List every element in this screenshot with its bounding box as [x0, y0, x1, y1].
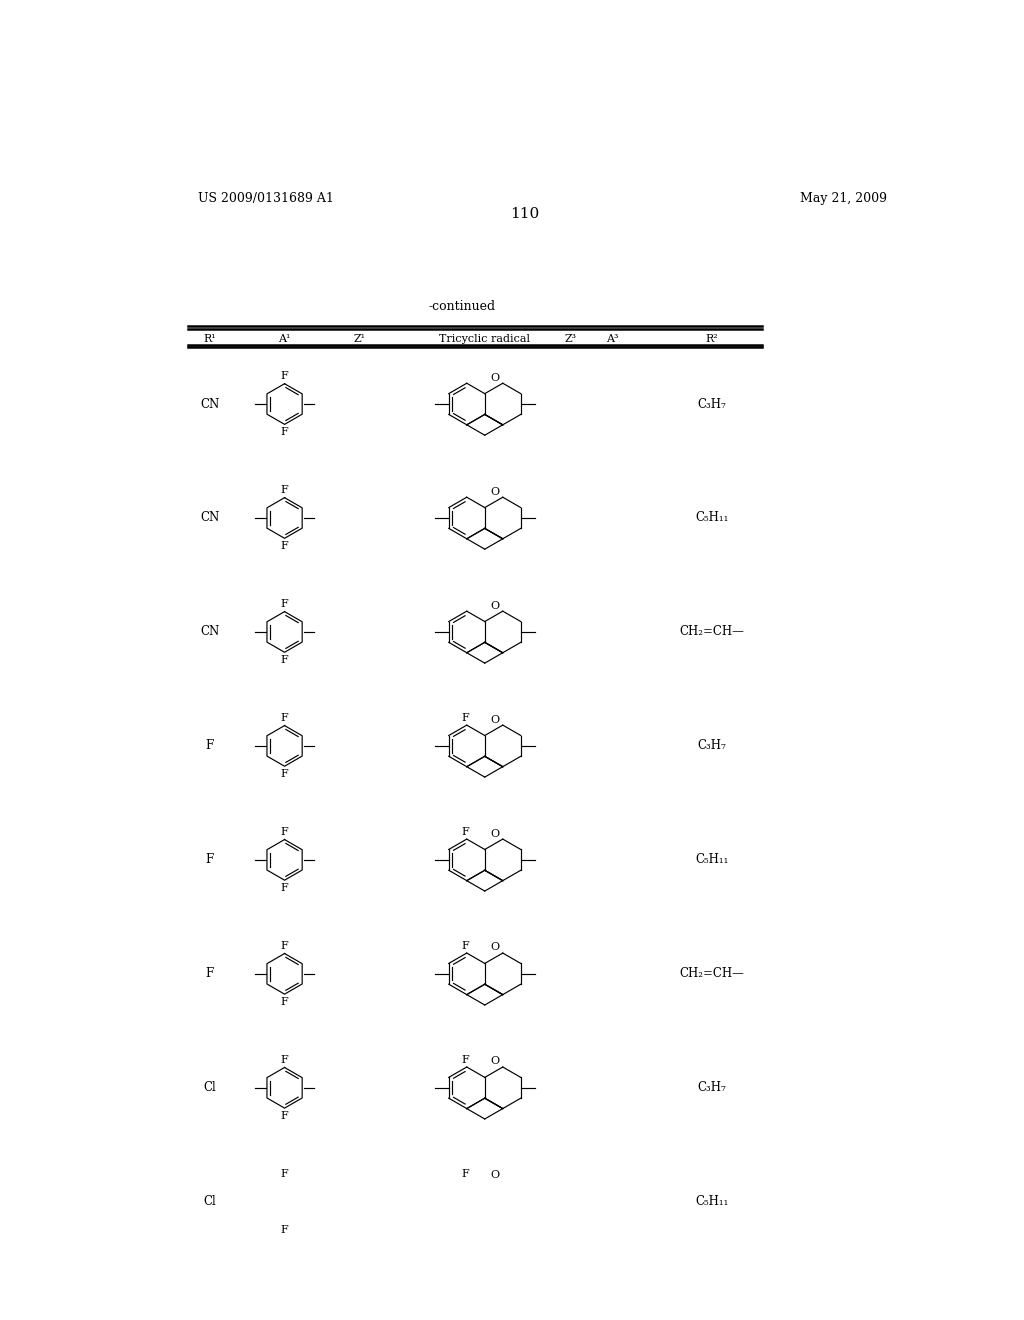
Text: F: F: [281, 883, 289, 892]
Text: F: F: [462, 1170, 469, 1179]
Text: R²: R²: [706, 334, 718, 343]
Text: C₅H₁₁: C₅H₁₁: [695, 853, 729, 866]
Text: F: F: [281, 997, 289, 1007]
Text: A¹: A¹: [279, 334, 291, 343]
Text: F: F: [462, 828, 469, 837]
Text: F: F: [462, 1055, 469, 1065]
Text: F: F: [206, 739, 214, 752]
Text: Cl: Cl: [204, 1195, 216, 1208]
Text: F: F: [281, 1110, 289, 1121]
Text: O: O: [490, 1056, 500, 1067]
Text: F: F: [206, 853, 214, 866]
Text: F: F: [281, 371, 289, 381]
Text: F: F: [281, 713, 289, 723]
Text: O: O: [490, 372, 500, 383]
Text: O: O: [490, 487, 500, 496]
Text: CN: CN: [201, 511, 219, 524]
Text: Tricyclic radical: Tricyclic radical: [439, 334, 530, 343]
Text: F: F: [281, 828, 289, 837]
Text: F: F: [281, 486, 289, 495]
Text: O: O: [490, 942, 500, 953]
Text: A³: A³: [606, 334, 618, 343]
Text: F: F: [281, 1170, 289, 1179]
Text: F: F: [281, 599, 289, 609]
Text: F: F: [462, 713, 469, 723]
Text: O: O: [490, 714, 500, 725]
Text: R¹: R¹: [204, 334, 216, 343]
Text: O: O: [490, 601, 500, 611]
Text: CH₂=CH—: CH₂=CH—: [680, 968, 744, 981]
Text: Z³: Z³: [565, 334, 578, 343]
Text: F: F: [281, 1225, 289, 1234]
Text: C₃H₇: C₃H₇: [697, 397, 726, 411]
Text: 110: 110: [510, 207, 540, 220]
Text: O: O: [490, 829, 500, 838]
Text: Cl: Cl: [204, 1081, 216, 1094]
Text: F: F: [281, 1055, 289, 1065]
Text: F: F: [281, 941, 289, 950]
Text: F: F: [281, 655, 289, 665]
Text: Z¹: Z¹: [354, 334, 366, 343]
Text: F: F: [281, 768, 289, 779]
Text: F: F: [281, 426, 289, 437]
Text: C₅H₁₁: C₅H₁₁: [695, 511, 729, 524]
Text: -continued: -continued: [428, 300, 496, 313]
Text: CH₂=CH—: CH₂=CH—: [680, 626, 744, 639]
Text: C₃H₇: C₃H₇: [697, 739, 726, 752]
Text: May 21, 2009: May 21, 2009: [801, 191, 888, 205]
Text: O: O: [490, 1171, 500, 1180]
Text: F: F: [462, 941, 469, 952]
Text: F: F: [281, 541, 289, 550]
Text: US 2009/0131689 A1: US 2009/0131689 A1: [199, 191, 334, 205]
Text: C₃H₇: C₃H₇: [697, 1081, 726, 1094]
Text: F: F: [206, 968, 214, 981]
Text: CN: CN: [201, 397, 219, 411]
Text: C₅H₁₁: C₅H₁₁: [695, 1195, 729, 1208]
Text: CN: CN: [201, 626, 219, 639]
